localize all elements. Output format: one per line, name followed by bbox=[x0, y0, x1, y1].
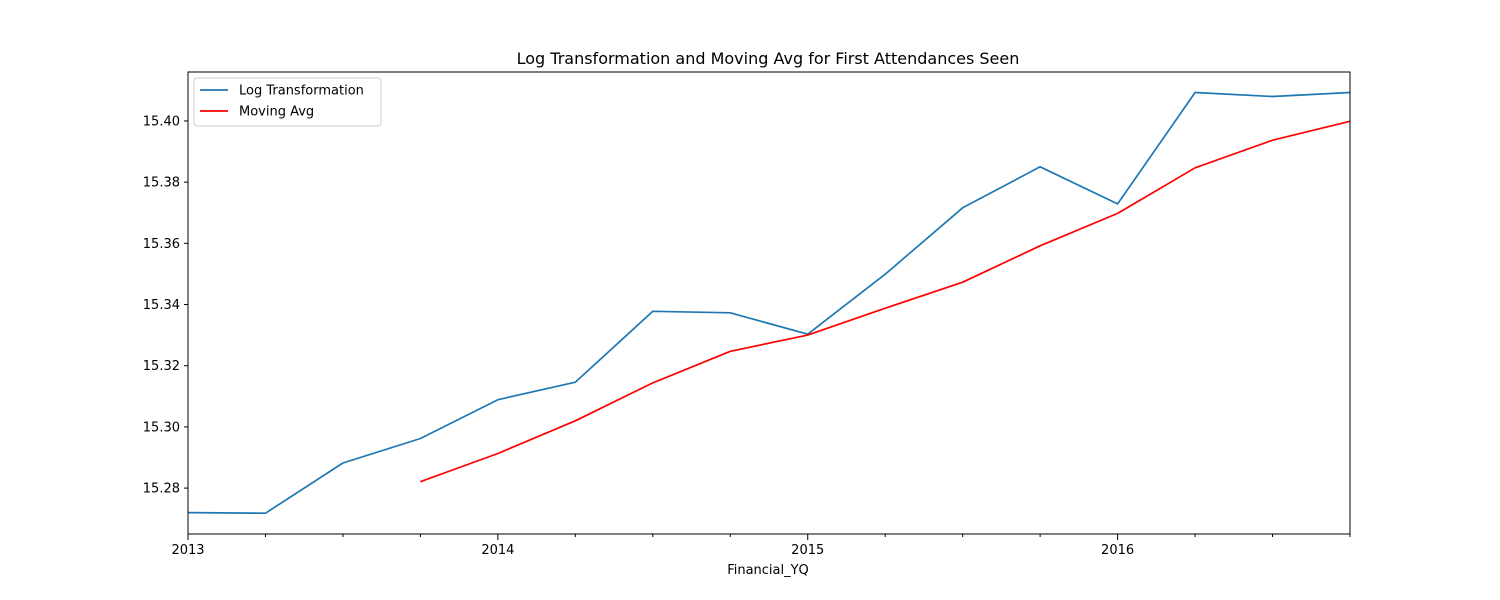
series-line-1 bbox=[187, 91, 1351, 515]
x-tick-label: 2015 bbox=[791, 543, 824, 558]
y-tick-label: 15.34 bbox=[143, 298, 180, 313]
x-tick-label: 2013 bbox=[171, 543, 204, 558]
legend: Log Transformation Moving Avg bbox=[193, 77, 382, 127]
y-tick-label: 15.32 bbox=[143, 359, 180, 374]
legend-label: Log Transformation bbox=[239, 84, 364, 99]
x-axis-label: Financial_YQ bbox=[727, 563, 809, 578]
y-tick-label: 15.36 bbox=[143, 237, 180, 252]
x-tick-label: 2016 bbox=[1101, 543, 1134, 558]
y-tick-label: 15.28 bbox=[143, 482, 180, 497]
y-axis: 15.28 15.30 15.32 15.34 15.36 15.38 15.40 bbox=[143, 114, 188, 497]
plot-frame bbox=[187, 71, 1351, 535]
plot-lines bbox=[187, 91, 1351, 515]
x-axis: 2013 2014 2015 2016 bbox=[171, 534, 1351, 558]
legend-label: Moving Avg bbox=[239, 105, 314, 120]
chart-title: Log Transformation and Moving Avg for Fi… bbox=[517, 49, 1020, 68]
series-line-2 bbox=[420, 120, 1351, 483]
x-tick-label: 2014 bbox=[481, 543, 514, 558]
y-tick-label: 15.30 bbox=[143, 420, 180, 435]
legend-box bbox=[193, 77, 382, 127]
y-tick-label: 15.38 bbox=[143, 176, 180, 191]
y-tick-label: 15.40 bbox=[143, 114, 180, 129]
